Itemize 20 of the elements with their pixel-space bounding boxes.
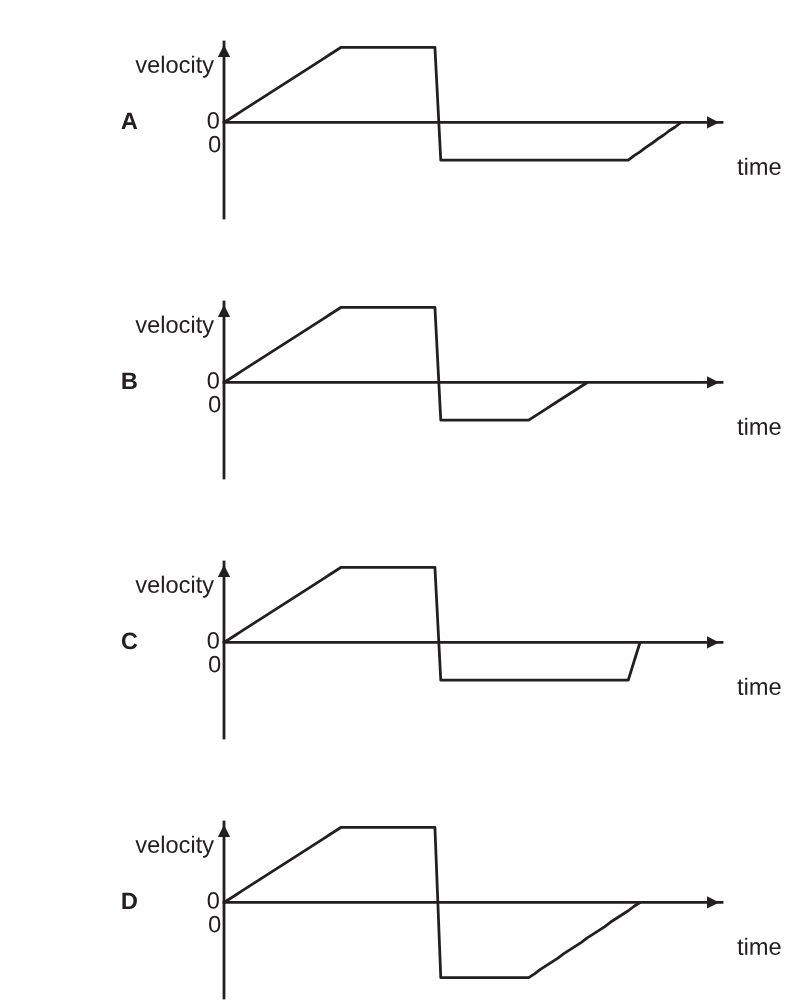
text: 0: [207, 892, 219, 909]
text: A: [121, 112, 138, 130]
y-axis-title: velocity: [135, 835, 214, 858]
text: 0: [209, 915, 221, 933]
x-axis-title: time: [737, 157, 781, 176]
y-axis-title: velocity: [135, 575, 214, 598]
text: 0: [209, 655, 221, 673]
text: 0: [209, 135, 221, 153]
text: 0: [209, 395, 221, 413]
text: C: [121, 632, 138, 650]
text: 0: [207, 632, 219, 649]
x-axis-title: time: [737, 677, 781, 696]
x-axis-title: time: [737, 417, 781, 436]
x-axis-title: time: [737, 937, 781, 956]
text: D: [122, 892, 137, 910]
text: B: [122, 372, 137, 390]
text: 0: [207, 372, 219, 389]
text: 0: [207, 112, 219, 129]
y-axis-title: velocity: [135, 315, 214, 338]
y-axis-title: velocity: [135, 55, 214, 78]
